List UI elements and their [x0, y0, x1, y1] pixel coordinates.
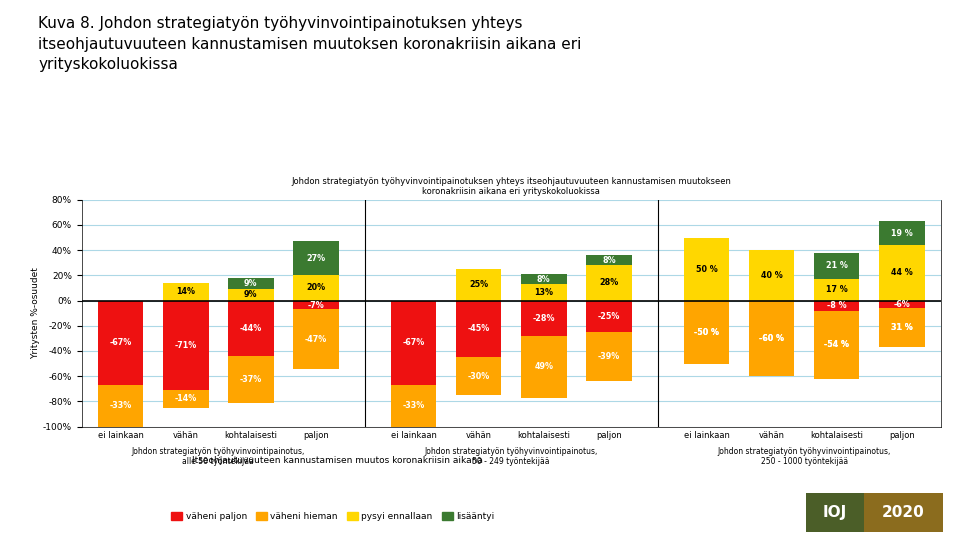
Bar — [163, 301, 208, 390]
Legend: väheni paljon, väheni hieman, pysyi ennallaan, lisääntyi: väheni paljon, väheni hieman, pysyi enna… — [168, 509, 498, 525]
Bar — [879, 301, 924, 308]
Text: 31 %: 31 % — [891, 323, 913, 332]
Bar — [879, 245, 924, 301]
Text: 28%: 28% — [599, 279, 618, 287]
Text: -7%: -7% — [307, 300, 324, 309]
Text: -50 %: -50 % — [694, 328, 719, 336]
Text: -67%: -67% — [109, 338, 132, 347]
Bar — [521, 284, 566, 301]
Text: Kuva 8. Johdon strategiatyön työhyvinvointipainotuksen yhteys
itseohjautuvuuteen: Kuva 8. Johdon strategiatyön työhyvinvoi… — [38, 16, 582, 72]
Bar — [586, 255, 632, 265]
Bar — [163, 283, 208, 301]
Text: -44%: -44% — [240, 324, 262, 333]
Text: -60 %: -60 % — [759, 334, 784, 343]
Bar — [293, 301, 339, 309]
Bar — [586, 332, 632, 381]
Text: 19 %: 19 % — [891, 229, 913, 238]
Text: -39%: -39% — [598, 352, 620, 361]
Bar — [814, 279, 859, 301]
Bar — [391, 301, 437, 385]
Bar — [456, 269, 501, 301]
Text: 8%: 8% — [602, 256, 615, 265]
Text: -67%: -67% — [402, 338, 424, 347]
Text: 40 %: 40 % — [760, 271, 782, 280]
Text: Johdon strategiatyön työhyvinvointipainotus,
250 - 1000 työntekijää: Johdon strategiatyön työhyvinvointipaino… — [717, 447, 891, 466]
Text: 2020: 2020 — [882, 505, 924, 520]
Title: Johdon strategiatyön työhyvinvointipainotuksen yhteys itseohjautuvuuteen kannust: Johdon strategiatyön työhyvinvointipaino… — [291, 177, 732, 196]
Bar — [749, 250, 794, 301]
Text: -50 %: -50 % — [694, 328, 719, 336]
Text: 17 %: 17 % — [826, 285, 848, 294]
Bar — [879, 221, 924, 245]
Bar — [98, 301, 143, 385]
Text: 13%: 13% — [535, 288, 553, 297]
Bar — [456, 301, 501, 357]
Bar — [98, 385, 143, 427]
Text: -37%: -37% — [240, 375, 262, 384]
Text: -25%: -25% — [598, 312, 620, 321]
Text: 27%: 27% — [306, 254, 325, 263]
Bar — [163, 390, 208, 408]
Text: 9%: 9% — [244, 279, 257, 288]
Text: 21 %: 21 % — [826, 261, 848, 271]
Bar — [749, 301, 794, 376]
Text: -28%: -28% — [533, 314, 555, 323]
Bar — [228, 278, 274, 289]
Text: -45%: -45% — [468, 325, 490, 333]
Text: -33%: -33% — [402, 401, 424, 410]
Text: Itseohjautuvuuteen kannustamisen muutos koronakriisin aikana: Itseohjautuvuuteen kannustamisen muutos … — [192, 456, 483, 465]
Text: 14%: 14% — [177, 287, 195, 296]
Text: -14%: -14% — [175, 394, 197, 403]
Text: Johdon strategiatyön työhyvinvointipainotus,
50 - 249 työntekijää: Johdon strategiatyön työhyvinvointipaino… — [424, 447, 598, 466]
Y-axis label: Yritysten %-osuudet: Yritysten %-osuudet — [31, 267, 40, 359]
Bar — [521, 274, 566, 284]
Text: -54 %: -54 % — [824, 340, 850, 349]
Text: -60 %: -60 % — [759, 334, 784, 343]
Text: 49%: 49% — [535, 362, 553, 372]
Text: -30%: -30% — [468, 372, 490, 381]
Text: IOJ: IOJ — [823, 505, 848, 520]
Text: -71%: -71% — [175, 341, 197, 350]
Bar — [684, 301, 730, 363]
Bar — [521, 301, 566, 336]
Text: 20%: 20% — [306, 284, 325, 293]
Text: 8%: 8% — [537, 275, 550, 284]
Text: 50 %: 50 % — [696, 265, 717, 274]
Bar — [586, 265, 632, 301]
Bar — [684, 238, 730, 301]
Bar — [228, 301, 274, 356]
Text: -54 %: -54 % — [824, 340, 850, 349]
Text: -6%: -6% — [894, 300, 910, 309]
Bar — [521, 336, 566, 397]
Bar — [293, 309, 339, 369]
Bar — [293, 241, 339, 275]
Text: -8 %: -8 % — [827, 301, 847, 310]
Text: -33%: -33% — [109, 401, 132, 410]
Text: 9%: 9% — [244, 291, 257, 299]
Bar — [391, 385, 437, 427]
Bar — [456, 357, 501, 395]
Bar — [814, 253, 859, 279]
Bar — [814, 310, 859, 379]
Bar — [814, 301, 859, 310]
Text: 44 %: 44 % — [891, 268, 913, 278]
Bar — [228, 289, 274, 301]
Bar — [228, 356, 274, 403]
Text: 25%: 25% — [469, 280, 489, 289]
Bar — [586, 301, 632, 332]
Text: Johdon strategiatyön työhyvinvointipainotus,
alle 50 työntekijää: Johdon strategiatyön työhyvinvointipaino… — [132, 447, 305, 466]
Text: 31 %: 31 % — [891, 323, 913, 332]
Bar — [293, 275, 339, 301]
Text: -47%: -47% — [305, 334, 327, 343]
Bar — [879, 308, 924, 347]
